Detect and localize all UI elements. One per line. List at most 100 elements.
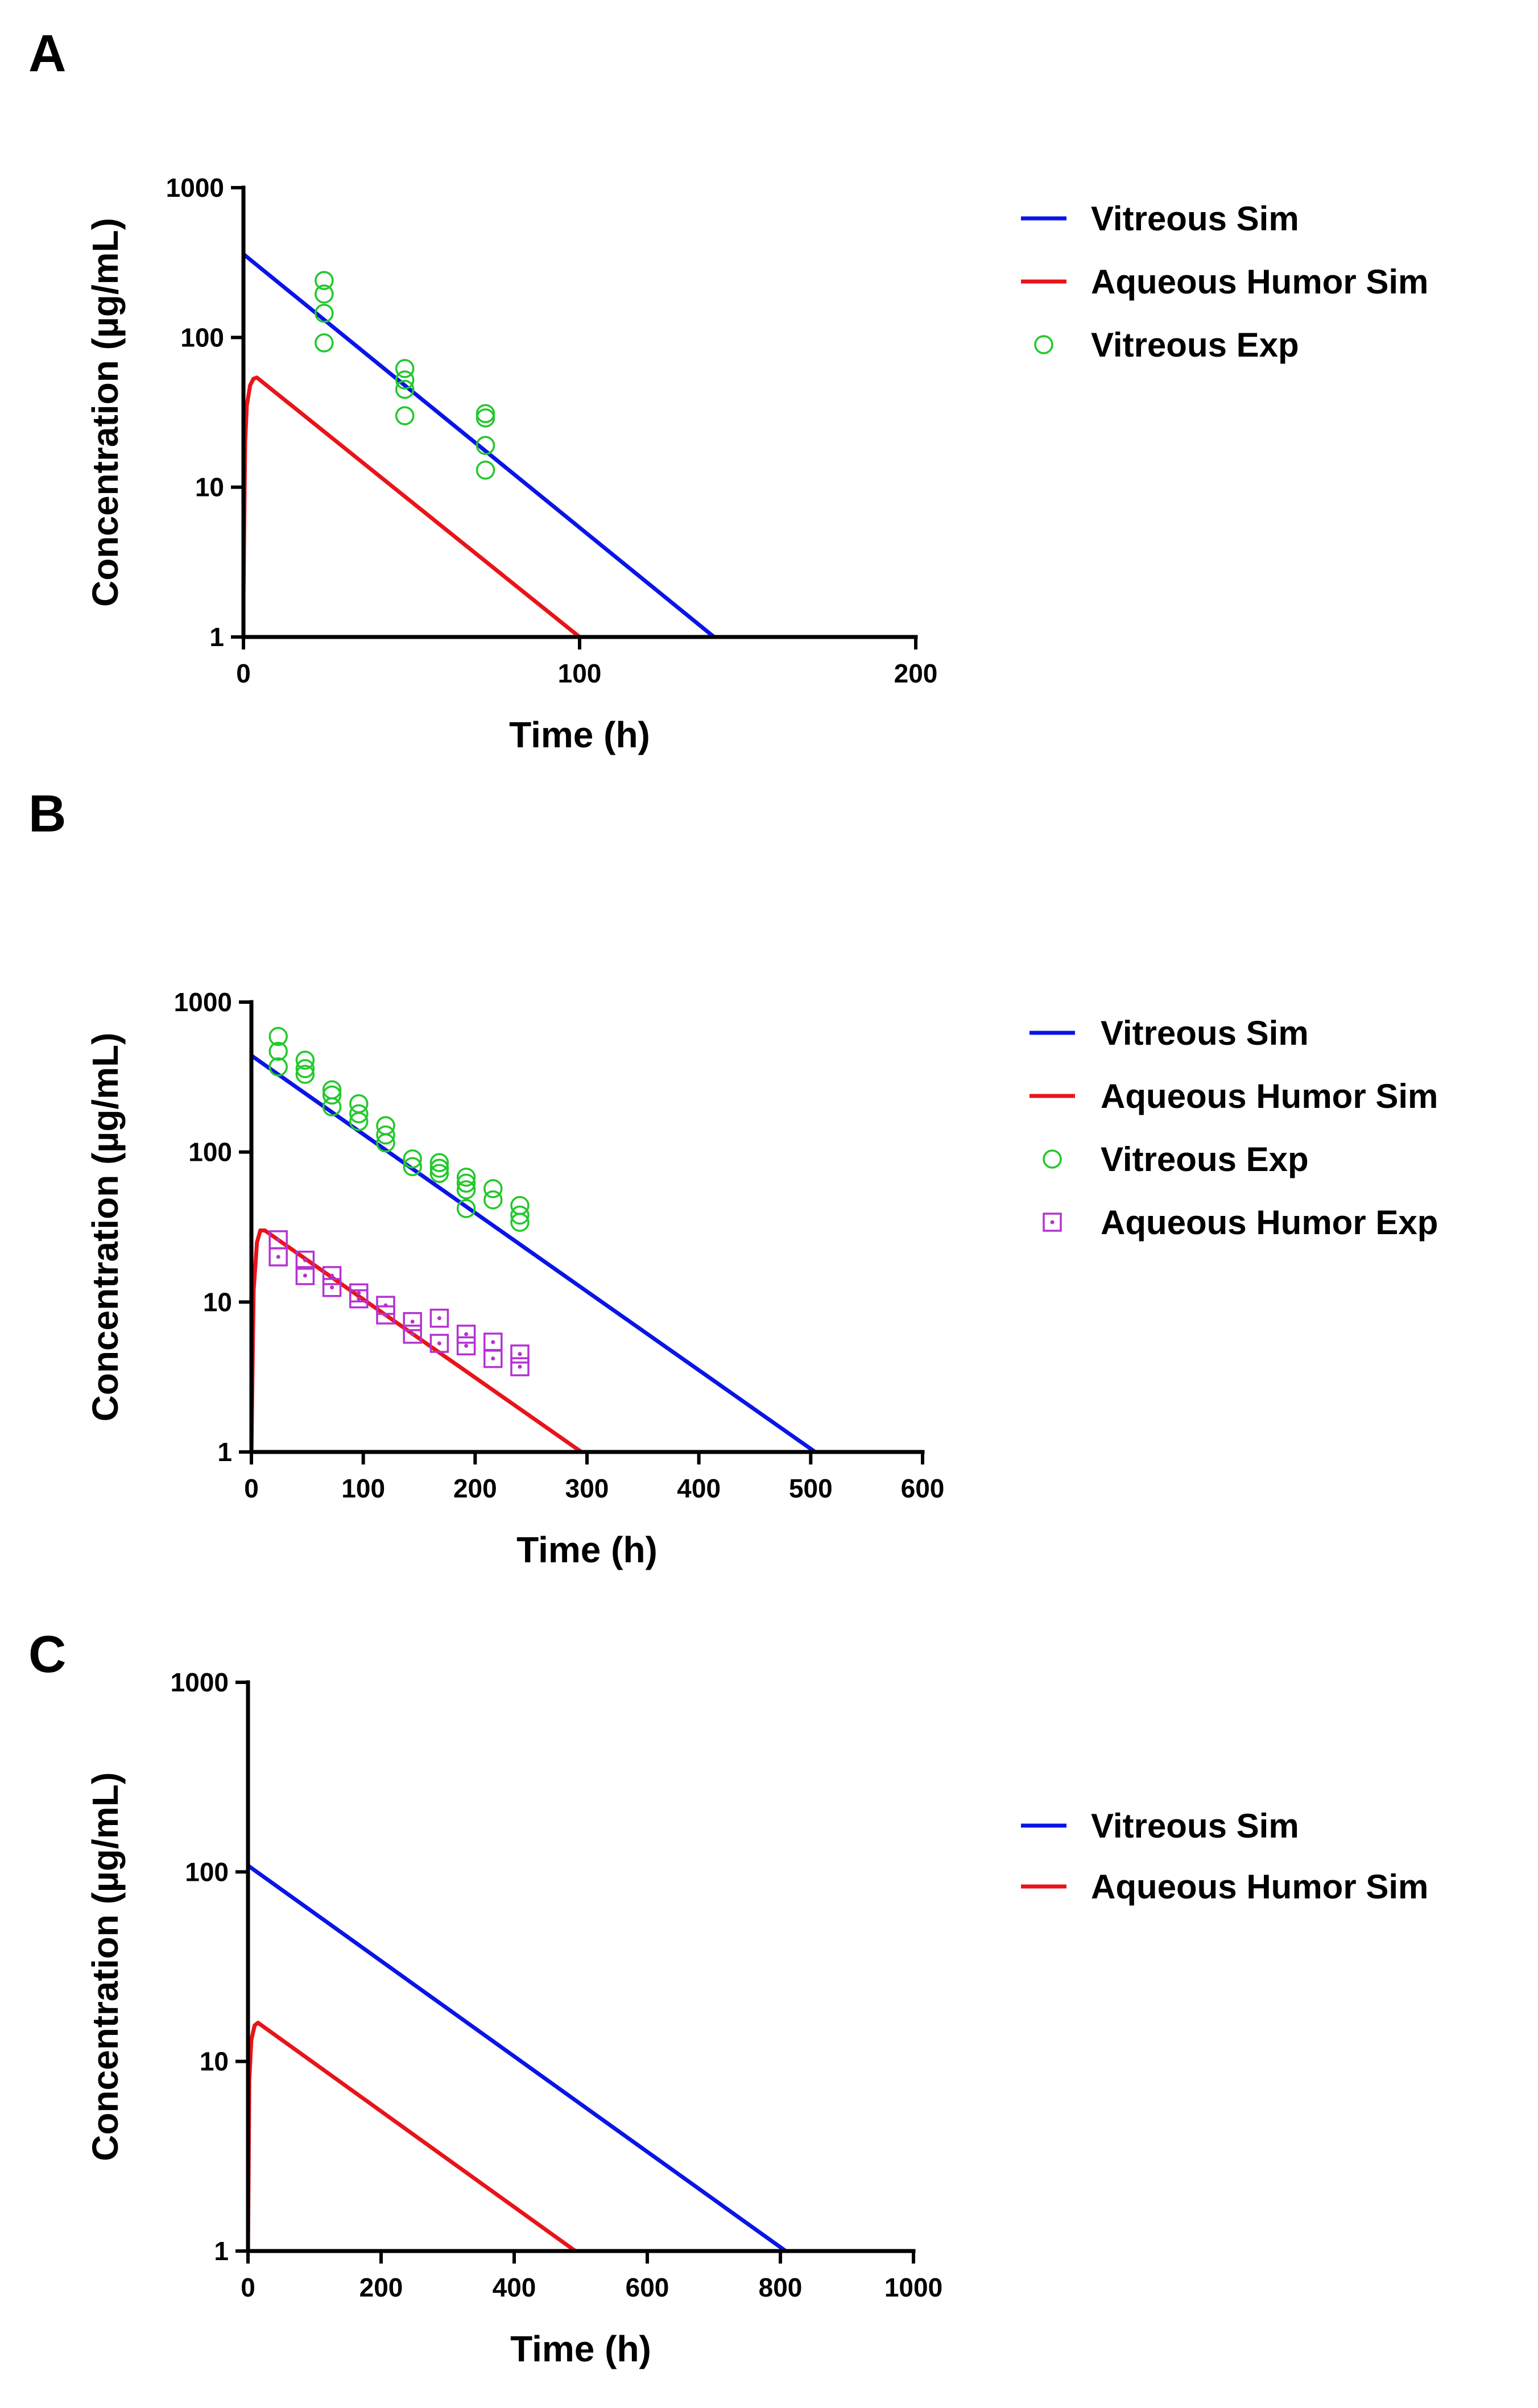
legend: Vitreous Sim Aqueous Humor Sim Vitreous Ex… xyxy=(1030,1014,1438,1242)
marker-square xyxy=(456,1325,476,1344)
legend: Vitreous Sim Aqueous Humor Sim Vitreous Ex… xyxy=(1021,200,1428,364)
marker-dot xyxy=(357,1297,361,1301)
legend-label-vitreous-exp: Vitreous Exp xyxy=(1091,326,1299,364)
x-axis-title: Time (h) xyxy=(510,2328,651,2369)
data-point-vitreous-exp xyxy=(295,1059,315,1078)
marker-square xyxy=(403,1325,422,1344)
data-point-aqueous-humor-exp xyxy=(376,1305,395,1325)
data-point-aqueous-humor-exp xyxy=(510,1357,530,1376)
marker-dot xyxy=(437,1341,441,1346)
y-tick-label: 1000 xyxy=(171,1668,229,1697)
marker-dot xyxy=(303,1273,307,1278)
x-tick-label: 600 xyxy=(901,1474,945,1503)
marker-square xyxy=(429,1309,449,1328)
legend-label-aqueous-humor-sim: Aqueous Humor Sim xyxy=(1101,1077,1438,1115)
marker-dot xyxy=(330,1285,334,1290)
panel-c: C 1 10 100 1000 0 200 400 600 800 1000 Time (h) Conc… xyxy=(28,1625,1428,2369)
y-tick-label: 100 xyxy=(185,1857,229,1886)
x-tick-label: 0 xyxy=(236,659,251,688)
y-tick-label: 1 xyxy=(209,622,224,652)
data-point-aqueous-humor-exp xyxy=(349,1289,369,1309)
data-point-aqueous-humor-exp xyxy=(483,1348,503,1368)
marker-square xyxy=(322,1278,342,1297)
data-point-vitreous-exp xyxy=(349,1094,369,1114)
y-tick-label: 1000 xyxy=(166,173,224,202)
legend-label-vitreous-sim: Vitreous Sim xyxy=(1091,1807,1299,1845)
series-line-aqueous-humor-sim xyxy=(251,1228,583,1454)
data-point-aqueous-humor-exp xyxy=(510,1344,530,1364)
legend-label-vitreous-exp: Vitreous Exp xyxy=(1101,1140,1309,1178)
data-point-vitreous-exp xyxy=(429,1159,449,1178)
y-tick-label: 10 xyxy=(203,1287,232,1317)
marker-dot xyxy=(303,1258,307,1263)
panel-b: B 1 10 100 1000 0 100 200 300 400 500 600 Time (h) Co… xyxy=(28,785,1438,1570)
y-tick-label: 1 xyxy=(214,2236,229,2266)
x-tick-label: 400 xyxy=(493,2273,536,2302)
data-point-vitreous-exp xyxy=(483,1190,503,1210)
marker-dot xyxy=(491,1356,495,1361)
data-point-vitreous-exp xyxy=(315,284,334,304)
x-tick-label: 200 xyxy=(894,659,938,688)
plot-area xyxy=(243,253,716,639)
legend-label-vitreous-sim: Vitreous Sim xyxy=(1101,1014,1309,1052)
x-tick-label: 0 xyxy=(244,1474,259,1503)
marker-dot xyxy=(410,1319,415,1324)
marker-dot xyxy=(518,1352,522,1356)
data-point-vitreous-exp xyxy=(395,370,415,390)
data-point-vitreous-exp xyxy=(456,1199,476,1218)
panel-label: A xyxy=(28,24,66,82)
marker-square xyxy=(268,1247,288,1267)
data-point-aqueous-humor-exp xyxy=(403,1325,422,1344)
data-point-vitreous-exp xyxy=(476,408,495,428)
data-point-vitreous-exp xyxy=(295,1050,315,1070)
marker-square xyxy=(322,1266,342,1285)
marker-dot xyxy=(330,1273,334,1278)
data-point-aqueous-humor-exp xyxy=(429,1334,449,1353)
marker-square xyxy=(403,1312,422,1331)
marker-square xyxy=(376,1305,395,1325)
data-point-vitreous-exp xyxy=(456,1180,476,1199)
marker-dot xyxy=(410,1332,415,1337)
series-line-vitreous-sim xyxy=(243,253,716,639)
plot-area xyxy=(251,1027,817,1454)
data-point-vitreous-exp xyxy=(268,1057,288,1077)
y-tick-label: 100 xyxy=(180,322,224,352)
panel-a: A 1 10 100 1000 0 100 200 Time (h) Concentration … xyxy=(28,24,1428,755)
data-point-vitreous-exp xyxy=(510,1205,530,1225)
series-line-vitreous-sim xyxy=(248,1864,787,2253)
data-point-vitreous-exp xyxy=(295,1065,315,1084)
series-line-aqueous-humor-sim xyxy=(248,2021,577,2253)
y-tick-label: 10 xyxy=(195,473,224,502)
x-tick-label: 300 xyxy=(565,1474,609,1503)
x-tick-label: 800 xyxy=(759,2273,803,2302)
data-point-aqueous-humor-exp xyxy=(322,1278,342,1297)
data-point-vitreous-exp xyxy=(322,1085,342,1105)
y-axis-title: Concentration (µg/mL) xyxy=(85,1772,126,2161)
data-point-vitreous-exp xyxy=(403,1149,422,1169)
legend-swatch-vitreous-exp xyxy=(1034,335,1053,354)
marker-dot xyxy=(276,1238,280,1242)
data-point-aqueous-humor-exp xyxy=(295,1266,315,1285)
x-tick-label: 200 xyxy=(453,1474,497,1503)
x-tick-label: 100 xyxy=(558,659,602,688)
data-point-vitreous-exp xyxy=(476,404,495,424)
marker-dot xyxy=(383,1313,388,1317)
panel-label: B xyxy=(28,785,66,843)
marker-dot xyxy=(464,1332,469,1337)
data-point-aqueous-humor-exp xyxy=(295,1251,315,1270)
x-tick-label: 600 xyxy=(626,2273,669,2302)
marker-square xyxy=(429,1334,449,1353)
marker-square xyxy=(349,1289,369,1309)
data-point-vitreous-exp xyxy=(395,359,415,378)
y-tick-label: 10 xyxy=(200,2047,229,2076)
data-point-aqueous-humor-exp xyxy=(403,1312,422,1331)
marker-dot xyxy=(518,1364,522,1369)
data-point-vitreous-exp xyxy=(268,1041,288,1061)
marker-dot xyxy=(276,1255,280,1259)
legend-swatch-aqueous-humor-exp xyxy=(1043,1213,1062,1232)
y-tick-label: 100 xyxy=(188,1137,232,1167)
legend-label-aqueous-humor-exp: Aqueous Humor Exp xyxy=(1101,1203,1438,1242)
series-line-aqueous-humor-sim xyxy=(243,375,581,639)
marker-square xyxy=(456,1336,476,1356)
